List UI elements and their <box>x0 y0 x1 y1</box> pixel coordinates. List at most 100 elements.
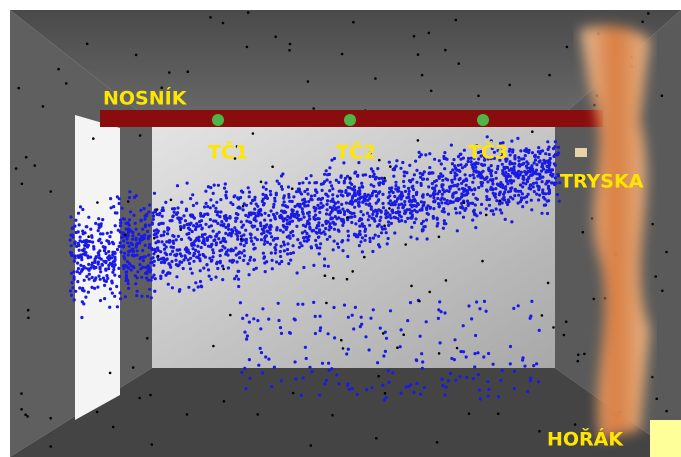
particle <box>139 239 142 242</box>
particle <box>134 282 137 285</box>
particle <box>431 182 434 185</box>
particle <box>248 321 251 324</box>
particle <box>199 259 202 262</box>
particle <box>228 259 231 262</box>
particle <box>280 185 283 188</box>
particle <box>214 207 217 210</box>
particle <box>155 235 158 238</box>
particle <box>146 271 149 274</box>
particle <box>399 345 402 348</box>
particle <box>273 366 276 369</box>
particle <box>176 249 179 252</box>
particle <box>73 298 76 301</box>
particle <box>358 193 361 196</box>
particle <box>438 159 441 162</box>
particle <box>459 163 462 166</box>
particle <box>473 176 476 179</box>
particle <box>221 245 224 248</box>
particle <box>469 174 472 177</box>
particle <box>475 300 478 303</box>
particle <box>72 270 75 273</box>
particle <box>263 243 266 246</box>
particle <box>168 71 171 74</box>
particle <box>347 239 350 242</box>
particle <box>319 198 322 201</box>
particle <box>348 388 351 391</box>
particle <box>460 202 463 205</box>
particle <box>474 213 477 216</box>
particle <box>237 278 240 281</box>
particle <box>281 188 284 191</box>
particle <box>363 197 366 200</box>
particle <box>126 237 129 240</box>
particle <box>248 273 251 276</box>
particle <box>101 218 104 221</box>
particle <box>211 248 214 251</box>
particle <box>544 152 547 155</box>
particle <box>287 262 290 265</box>
particle <box>101 264 104 267</box>
particle <box>536 177 539 180</box>
particle <box>242 259 245 262</box>
particle <box>215 243 218 246</box>
particle <box>188 262 191 265</box>
particle <box>419 335 422 338</box>
particle <box>390 186 393 189</box>
particle <box>306 192 309 195</box>
particle <box>306 212 309 215</box>
particle <box>344 177 347 180</box>
particle <box>187 286 190 289</box>
particle <box>79 236 82 239</box>
particle <box>151 248 154 251</box>
particle <box>73 260 76 263</box>
particle <box>337 201 340 204</box>
particle <box>507 190 510 193</box>
particle <box>449 200 452 203</box>
particle <box>115 285 118 288</box>
particle <box>158 222 161 225</box>
particle <box>143 207 146 210</box>
particle <box>175 213 178 216</box>
particle <box>82 232 85 235</box>
particle <box>108 235 111 238</box>
particle <box>216 261 219 264</box>
particle <box>116 248 119 251</box>
particle <box>247 186 250 189</box>
particle <box>551 173 554 176</box>
particle <box>360 182 363 185</box>
particle <box>494 171 497 174</box>
particle <box>253 218 256 221</box>
particle <box>379 327 382 330</box>
particle <box>123 252 126 255</box>
particle <box>302 212 305 215</box>
nozzle <box>575 148 587 157</box>
particle <box>331 187 334 190</box>
particle <box>233 226 236 229</box>
particle <box>498 192 501 195</box>
particle <box>310 195 313 198</box>
particle <box>321 362 324 365</box>
particle <box>128 196 131 199</box>
particle <box>524 182 527 185</box>
particle <box>225 217 228 220</box>
particle <box>234 247 237 250</box>
particle <box>641 21 644 24</box>
particle <box>504 188 507 191</box>
particle <box>276 226 279 229</box>
particle <box>148 246 151 249</box>
particle <box>409 179 412 182</box>
particle <box>209 198 212 201</box>
particle <box>253 259 256 262</box>
particle <box>281 204 284 207</box>
particle <box>402 180 405 183</box>
particle <box>370 386 373 389</box>
particle <box>145 276 148 279</box>
particle <box>161 271 164 274</box>
particle <box>275 212 278 215</box>
particle <box>111 281 114 284</box>
particle <box>388 194 391 197</box>
particle <box>190 213 193 216</box>
particle <box>246 46 249 49</box>
particle <box>442 155 445 158</box>
particle <box>319 326 322 329</box>
